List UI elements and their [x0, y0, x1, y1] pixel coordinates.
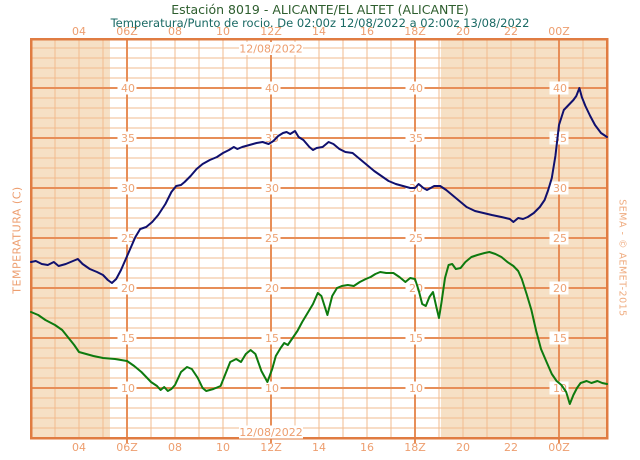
x-tick-label-bottom: 22: [504, 441, 518, 454]
x-tick-label-top: 10: [216, 25, 230, 38]
watermark-text: SEMA - © AEMET-2015: [616, 199, 628, 317]
value-label-box: [405, 381, 425, 395]
plot-border: [29, 37, 609, 440]
value-label: 15: [265, 332, 279, 345]
value-label: 35: [121, 132, 135, 145]
value-label-box: [261, 231, 281, 245]
y-axis-title: TEMPERATURA (C): [10, 186, 24, 294]
dew_point-line: [30, 251, 608, 405]
value-label-box: [261, 281, 281, 295]
temperature-line: [30, 87, 608, 284]
date-label: 12/08/2022: [239, 43, 302, 56]
x-tick-label-top: 18Z: [404, 25, 426, 38]
x-tick-label-top: 20: [456, 25, 470, 38]
value-label-box: [117, 181, 137, 195]
x-tick-label-bottom: 16: [360, 441, 374, 454]
x-tick-label-top: 08: [168, 25, 182, 38]
x-tick-label-bottom: 12Z: [260, 441, 282, 454]
x-tick-label-top: 12Z: [260, 25, 282, 38]
value-label-box: [549, 181, 569, 195]
x-tick-label-bottom: 10: [216, 441, 230, 454]
x-tick-label-top: 06Z: [116, 25, 138, 38]
x-tick-label-bottom: 18Z: [404, 441, 426, 454]
x-tick-label-top: 04: [72, 25, 86, 38]
x-tick-label-bottom: 20: [456, 441, 470, 454]
x-tick-label-bottom: 06Z: [116, 441, 138, 454]
value-label: 20: [265, 282, 279, 295]
value-label: 35: [553, 132, 567, 145]
chart-subtitle: Temperatura/Punto de rocio. De 02:00z 12…: [110, 16, 530, 30]
value-label: 25: [265, 232, 279, 245]
value-label: 15: [409, 332, 423, 345]
value-label-box: [405, 231, 425, 245]
value-label: 35: [265, 132, 279, 145]
x-tick-label-bottom: 14: [312, 441, 326, 454]
x-tick-label-top: 14: [312, 25, 326, 38]
value-label: 30: [121, 182, 135, 195]
value-label-box: [117, 281, 137, 295]
value-label: 25: [409, 232, 423, 245]
value-label: 25: [553, 232, 567, 245]
value-label: 30: [265, 182, 279, 195]
value-label-box: [117, 381, 137, 395]
x-tick-label-top: 00Z: [548, 25, 570, 38]
value-label-box: [405, 81, 425, 95]
x-tick-label-top: 22: [504, 25, 518, 38]
date-label-box: [239, 42, 303, 55]
value-label-box: [549, 81, 569, 95]
value-label: 20: [553, 282, 567, 295]
x-tick-label-bottom: 08: [168, 441, 182, 454]
value-label-box: [405, 131, 425, 145]
value-label: 20: [121, 282, 135, 295]
value-label-box: [261, 381, 281, 395]
value-label-box: [117, 231, 137, 245]
value-label-box: [117, 131, 137, 145]
value-label-box: [549, 131, 569, 145]
date-label-box: [239, 425, 303, 439]
chart-title: Estación 8019 - ALICANTE/EL ALTET (ALICA…: [171, 2, 469, 17]
value-label: 15: [121, 332, 135, 345]
value-label: 15: [553, 332, 567, 345]
value-label-box: [549, 281, 569, 295]
value-label: 40: [121, 82, 135, 95]
value-label-box: [549, 231, 569, 245]
value-label-box: [549, 331, 569, 345]
value-label: 30: [553, 182, 567, 195]
value-label-box: [261, 131, 281, 145]
value-label: 40: [553, 82, 567, 95]
value-label: 10: [265, 382, 279, 395]
value-label-box: [261, 81, 281, 95]
value-label-box: [261, 181, 281, 195]
value-label: 40: [409, 82, 423, 95]
date-label: 12/08/2022: [239, 426, 302, 439]
value-label: 25: [121, 232, 135, 245]
value-label-box: [549, 381, 569, 395]
x-tick-label-bottom: 00Z: [548, 441, 570, 454]
value-label-box: [405, 331, 425, 345]
value-label: 35: [409, 132, 423, 145]
value-label: 10: [409, 382, 423, 395]
value-label-box: [261, 331, 281, 345]
x-tick-label-top: 16: [360, 25, 374, 38]
value-label: 40: [265, 82, 279, 95]
value-label: 10: [553, 382, 567, 395]
x-tick-label-bottom: 04: [72, 441, 86, 454]
value-label-box: [117, 331, 137, 345]
value-label-box: [117, 81, 137, 95]
value-label: 10: [121, 382, 135, 395]
